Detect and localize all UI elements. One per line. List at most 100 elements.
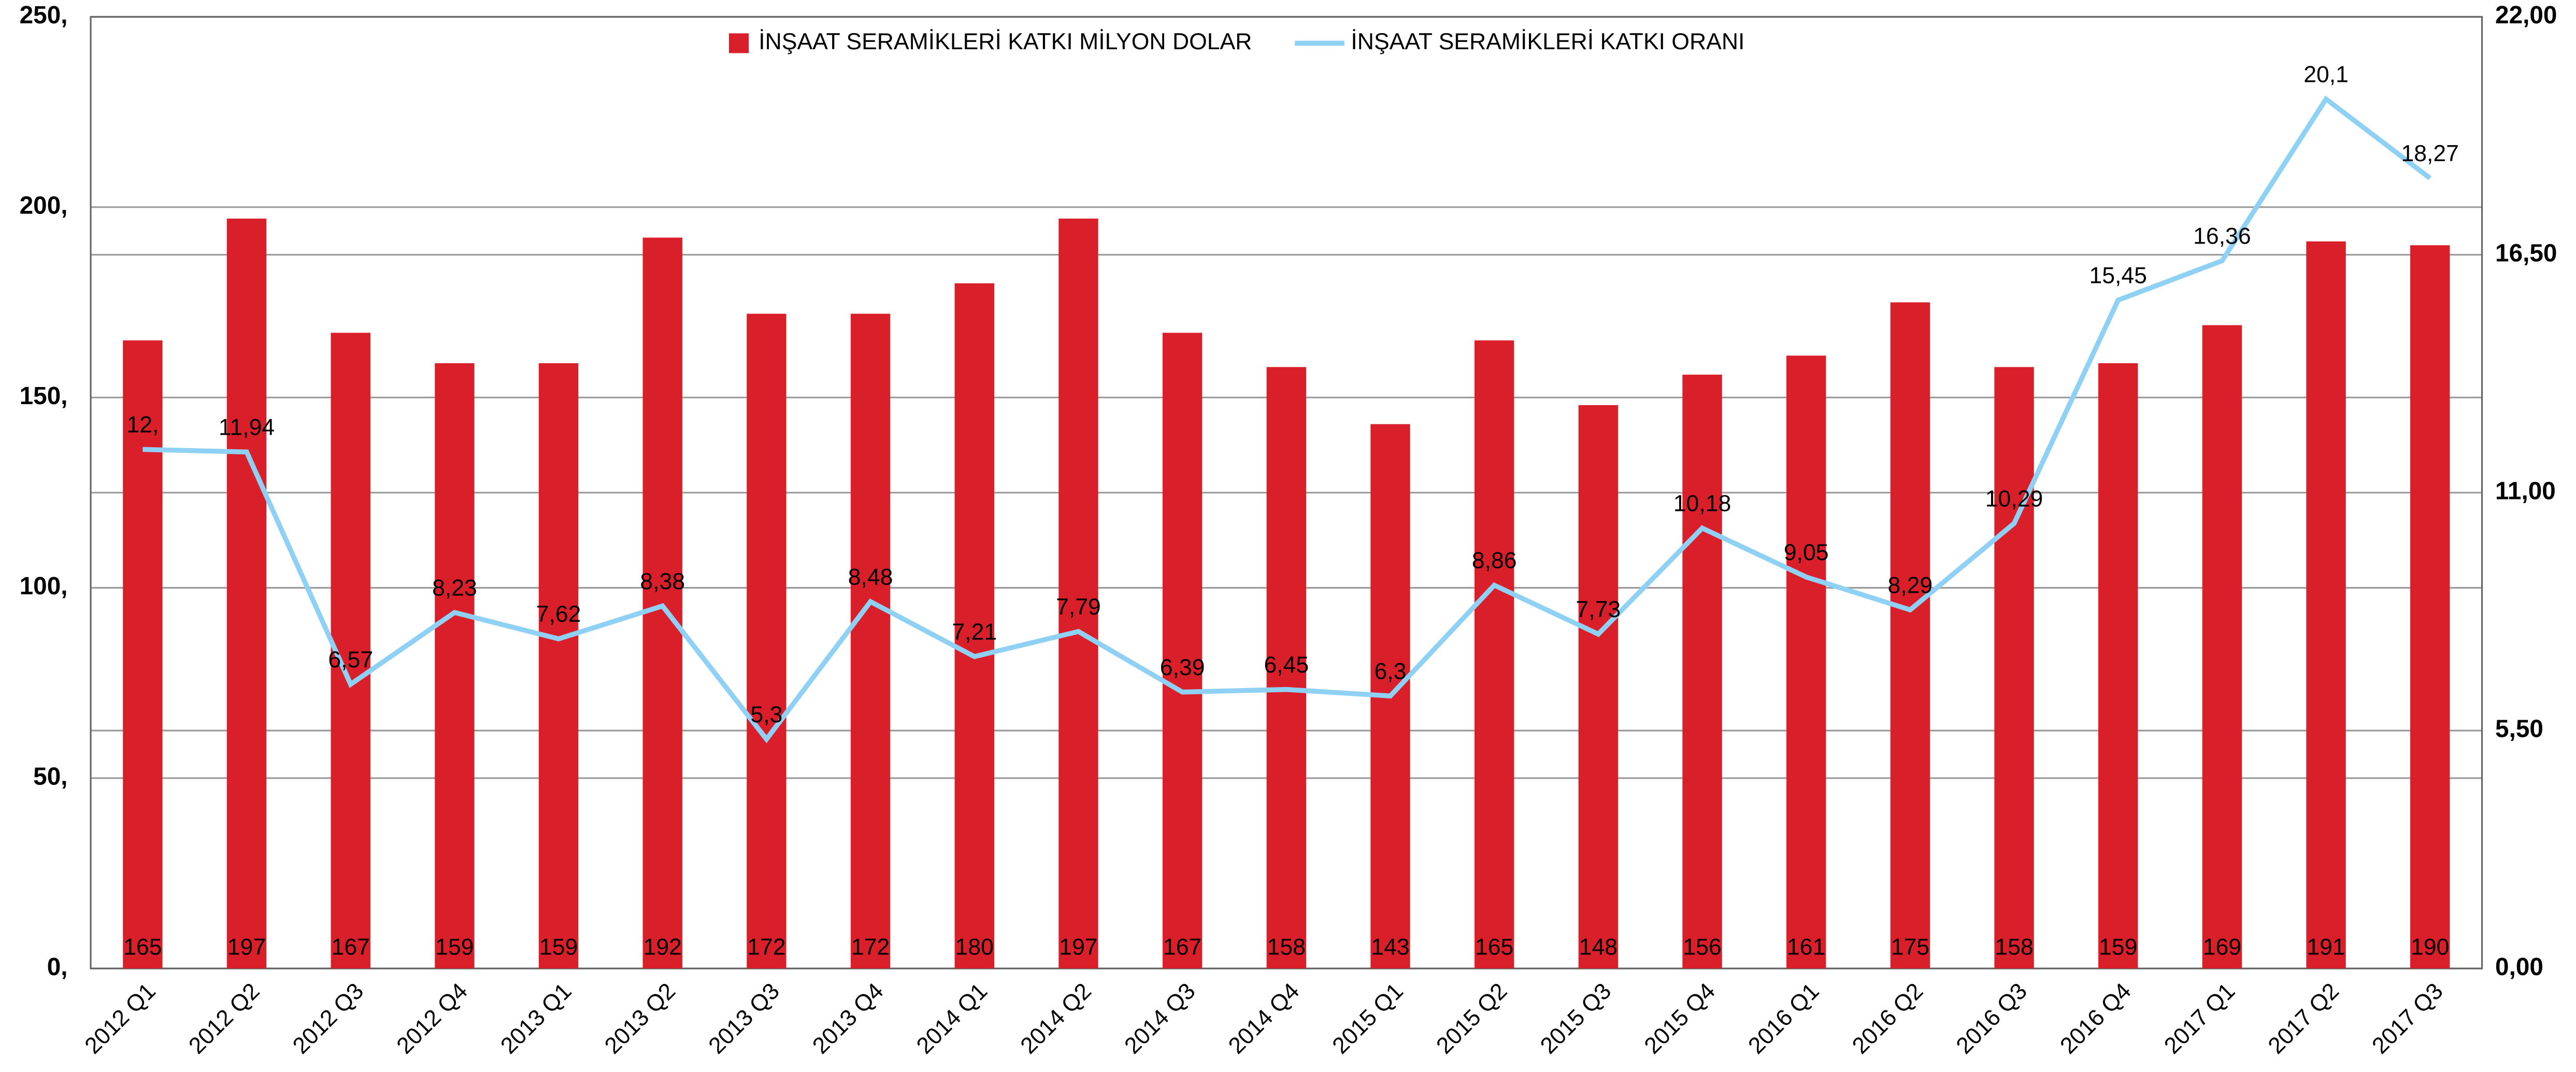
line-value-label: 8,38 xyxy=(640,569,685,594)
y-tick-label: 0, xyxy=(47,953,68,981)
bar xyxy=(2306,241,2346,969)
y2-tick-label: 16,50 xyxy=(2495,239,2557,267)
bar xyxy=(226,218,267,969)
bar-value-label: 159 xyxy=(435,935,474,960)
line-value-label: 15,45 xyxy=(2089,263,2146,289)
x-tick-label: 2016 Q4 xyxy=(2055,978,2136,1059)
x-tick-label: 2013 Q1 xyxy=(496,978,576,1059)
y-tick-label: 100, xyxy=(20,573,68,600)
x-tick-label: 2012 Q3 xyxy=(288,978,368,1059)
bar xyxy=(1578,405,1619,969)
bar xyxy=(954,283,994,969)
x-tick-label: 2016 Q2 xyxy=(1848,978,1928,1059)
bar xyxy=(747,313,786,969)
bar-value-label: 159 xyxy=(539,935,578,960)
line-value-label: 8,29 xyxy=(1888,573,1933,598)
bar-value-label: 180 xyxy=(955,935,994,960)
x-tick-label: 2015 Q3 xyxy=(1536,978,1616,1059)
x-tick-label: 2012 Q2 xyxy=(184,978,264,1059)
bar xyxy=(435,363,475,969)
bar-value-label: 158 xyxy=(1995,935,2033,960)
bar xyxy=(2410,245,2450,969)
bar xyxy=(1058,218,1098,969)
bar-value-label: 165 xyxy=(123,935,162,960)
line-value-label: 12, xyxy=(126,412,159,438)
y2-tick-label: 11,00 xyxy=(2495,477,2556,505)
line-value-label: 10,29 xyxy=(1985,486,2043,511)
y2-tick-label: 22,00 xyxy=(2495,2,2557,29)
line-value-label: 20,1 xyxy=(2303,62,2349,87)
bar-value-label: 197 xyxy=(227,935,266,960)
bar-value-label: 172 xyxy=(851,935,890,960)
x-tick-label: 2015 Q2 xyxy=(1432,978,1512,1059)
line-value-label: 6,39 xyxy=(1160,655,1205,680)
bar xyxy=(1266,367,1307,969)
line-value-label: 9,05 xyxy=(1784,540,1829,565)
line-value-label: 11,94 xyxy=(219,415,275,440)
line xyxy=(142,95,2432,744)
bar xyxy=(123,340,163,969)
x-tick-label: 2014 Q4 xyxy=(1224,978,1304,1059)
legend-swatch xyxy=(728,33,749,53)
line-value-label: 7,62 xyxy=(536,602,581,627)
x-tick-label: 2014 Q2 xyxy=(1015,978,1096,1059)
line-value-label: 16,36 xyxy=(2193,224,2251,249)
bar xyxy=(1474,340,1514,969)
x-tick-label: 2017 Q2 xyxy=(2264,978,2344,1059)
x-tick-label: 2016 Q3 xyxy=(1952,978,2032,1059)
bar-value-label: 156 xyxy=(1683,935,1721,960)
line-value-label: 10,18 xyxy=(1673,491,1731,516)
line-value-label: 18,27 xyxy=(2401,141,2458,166)
x-tick-label: 2012 Q1 xyxy=(80,978,160,1059)
line-value-label: 8,48 xyxy=(848,564,893,590)
bar xyxy=(1162,333,1203,969)
bar-value-label: 167 xyxy=(1163,935,1201,960)
line-value-label: 7,79 xyxy=(1056,594,1101,620)
bar xyxy=(1786,355,1826,969)
x-tick-label: 2013 Q4 xyxy=(808,978,888,1059)
bar xyxy=(1994,367,2034,969)
x-tick-label: 2013 Q3 xyxy=(704,978,784,1059)
y-tick-label: 150, xyxy=(20,382,68,410)
bar-value-label: 158 xyxy=(1267,935,1306,960)
bar-value-label: 172 xyxy=(747,935,785,960)
x-tick-label: 2015 Q1 xyxy=(1327,978,1408,1059)
bar-value-label: 161 xyxy=(1787,935,1825,960)
x-tick-label: 2014 Q1 xyxy=(912,978,992,1059)
y2-tick-label: 0,00 xyxy=(2495,953,2543,981)
bar-value-label: 143 xyxy=(1371,935,1409,960)
bar xyxy=(642,237,682,969)
line-value-label: 7,21 xyxy=(952,619,997,645)
legend-label: İNŞAAT SERAMİKLERİ KATKI ORANI xyxy=(1351,29,1744,54)
line-value-label: 6,3 xyxy=(1375,659,1407,684)
line-value-label: 5,3 xyxy=(750,702,782,727)
bar xyxy=(2098,363,2138,969)
line-value-label: 6,57 xyxy=(328,647,373,673)
bar-value-label: 175 xyxy=(1891,935,1929,960)
bar-value-label: 165 xyxy=(1475,935,1513,960)
legend-label: İNŞAAT SERAMİKLERİ KATKI MİLYON DOLAR xyxy=(759,29,1252,54)
bar xyxy=(1682,375,1722,969)
x-tick-label: 2016 Q1 xyxy=(1743,978,1824,1059)
y-tick-label: 250, xyxy=(20,2,68,29)
line-value-label: 7,73 xyxy=(1576,597,1621,622)
y-tick-label: 50, xyxy=(33,763,67,790)
bar-value-label: 192 xyxy=(643,935,682,960)
bar xyxy=(2202,325,2242,969)
line-value-label: 6,45 xyxy=(1264,652,1309,678)
bar-value-label: 148 xyxy=(1579,935,1618,960)
bar xyxy=(850,313,891,969)
bar-value-label: 159 xyxy=(2099,935,2137,960)
bar-value-label: 197 xyxy=(1059,935,1097,960)
x-tick-label: 2017 Q1 xyxy=(2159,978,2240,1059)
y2-tick-label: 5,50 xyxy=(2495,716,2543,743)
line-value-label: 8,23 xyxy=(432,575,477,601)
bar-value-label: 191 xyxy=(2307,935,2345,960)
bar xyxy=(538,363,579,969)
x-tick-label: 2012 Q4 xyxy=(392,978,472,1059)
x-tick-label: 2017 Q3 xyxy=(2367,978,2448,1059)
x-tick-label: 2013 Q2 xyxy=(600,978,680,1059)
x-tick-label: 2015 Q4 xyxy=(1640,978,1720,1059)
